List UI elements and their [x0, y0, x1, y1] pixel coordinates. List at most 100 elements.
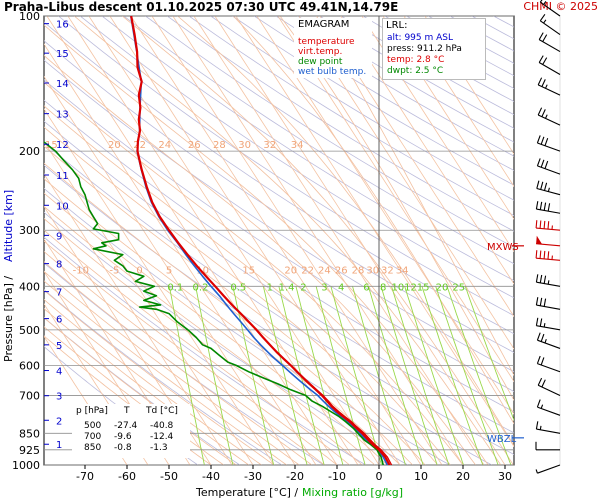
wind-barb-feather — [535, 201, 539, 210]
wind-barb-feather — [539, 0, 543, 3]
wind-barb-feather — [540, 159, 545, 168]
skew-isotherm — [361, 16, 514, 253]
wind-barb-feather — [539, 220, 542, 229]
pressure-tick-label: 700 — [19, 389, 40, 402]
dry-adiabat — [210, 16, 514, 201]
wind-barb-feather — [539, 201, 543, 210]
isotherm-label: 30 — [238, 140, 251, 151]
wind-barb-feather — [544, 160, 549, 169]
level-marker-label: WBZL — [487, 434, 517, 445]
skew-isotherm — [298, 16, 514, 350]
wind-barb-half-feather — [543, 0, 547, 5]
isotherm-label: 22 — [301, 265, 314, 276]
wind-barb-feather — [541, 109, 546, 117]
altitude-tick-label: 8 — [56, 260, 62, 271]
pressure-tick-label: 400 — [19, 280, 40, 293]
wind-barb-half-feather — [543, 19, 547, 24]
wind-barb-feather — [543, 182, 548, 191]
dry-adiabat — [44, 59, 514, 373]
table-header-p: p [hPa] — [76, 406, 108, 416]
altitude-tick-label: 6 — [56, 315, 62, 326]
pressure-tick-label: 200 — [19, 145, 40, 158]
altitude-axis: 16 15 14 13 12 11 10 9 8 7 6 5 4 3 2 1 — [44, 20, 69, 451]
wind-barb-feather — [539, 13, 546, 22]
altitude-tick-label: 7 — [56, 288, 62, 299]
mixing-ratio-label: 3 — [321, 283, 327, 294]
mixing-ratio-label: 10 — [392, 283, 405, 294]
isotherm-label: 26 — [335, 265, 348, 276]
wind-barb-half-feather — [539, 425, 542, 430]
level-table: p [hPa] T Td [°C] 500 -27.4 -40.8 700 -9… — [72, 404, 190, 458]
wind-barb-shaft — [537, 363, 561, 373]
mixing-ratio-label: 6 — [363, 283, 369, 294]
dry-adiabat — [44, 21, 514, 335]
table-row-p: 850 — [84, 443, 102, 453]
wind-barb-half-feather — [544, 339, 547, 344]
wind-barb-feather — [543, 220, 546, 229]
dry-adiabat — [188, 16, 514, 217]
wind-barb-shaft — [537, 142, 561, 152]
wind-barb-half-feather — [543, 323, 546, 328]
moist-adiabat — [279, 16, 514, 401]
series-temperature-line — [130, 16, 391, 465]
wind-barb-shaft — [538, 39, 561, 53]
level-marker-label: MXWS — [487, 242, 519, 253]
moist-adiabat — [44, 162, 413, 465]
series-dew-point-line — [44, 140, 384, 465]
chart-title: Praha-Libus descent 01.10.2025 07:30 UTC… — [4, 0, 399, 14]
temperature-tick-label: -70 — [76, 470, 94, 483]
isotherm-label: 22 — [133, 140, 146, 151]
dry-adiabat — [537, 16, 600, 465]
wind-barb-feather — [543, 202, 547, 211]
isotherm-label: 26 — [188, 140, 201, 151]
moist-adiabat — [44, 326, 224, 465]
wind-barb-column — [535, 0, 561, 474]
mixing-ratio-label: 12 — [404, 283, 417, 294]
moist-adiabat — [44, 308, 250, 465]
wind-barb-feather — [539, 250, 542, 259]
temperature-tick-label: 0 — [376, 470, 383, 483]
wind-barb-feather — [535, 250, 538, 259]
isotherm-label: 20 — [108, 140, 121, 151]
temperature-tick-label: -30 — [244, 470, 262, 483]
legend-wet-bulb: wet bulb temp. — [298, 67, 367, 77]
altitude-tick-label: 4 — [56, 367, 62, 378]
pressure-tick-label: 600 — [19, 359, 40, 372]
wind-barb-feather — [536, 180, 540, 189]
lrl-altitude: alt: 995 m ASL — [387, 33, 453, 43]
pressure-tick-label: 925 — [19, 444, 40, 457]
isotherm-label: -10 — [73, 265, 89, 276]
isotherm-label: 24 — [318, 265, 331, 276]
wind-barb-feather — [535, 317, 539, 326]
mixing-ratio-label: 1 — [267, 283, 273, 294]
skew-isotherm — [277, 16, 514, 383]
mixing-ratio-label: 0.1 — [167, 283, 183, 294]
mixing-ratio-label: 8 — [380, 283, 386, 294]
wind-barb-feather — [536, 158, 541, 167]
mixing-ratio-label: 20 — [436, 283, 449, 294]
wind-barb-feather — [542, 34, 548, 42]
altitude-tick-label: 15 — [56, 49, 69, 60]
isotherm-label: 28 — [352, 265, 365, 276]
pressure-tick-label: 100 — [19, 10, 40, 23]
dry-adiabat — [44, 79, 514, 392]
moist-adiabat — [44, 299, 262, 465]
isotherm-label: 34 — [396, 265, 409, 276]
temperature-tick-label: -20 — [286, 470, 304, 483]
table-header-t: T — [124, 406, 130, 416]
wind-barb-shaft — [537, 84, 561, 96]
skew-isotherm — [340, 16, 514, 285]
dry-adiabat — [123, 16, 514, 265]
y-axis-label: Pressure [hPa] / — [2, 276, 15, 362]
wind-barb-half-feather — [545, 114, 548, 119]
dry-adiabat — [101, 16, 514, 282]
pressure-tick-label: 500 — [19, 324, 40, 337]
wind-barb-shaft — [536, 257, 561, 261]
dry-adiabat — [145, 16, 514, 248]
wind-barb-shaft — [538, 62, 561, 75]
wind-barb-feather — [536, 399, 541, 408]
table-header-td: Td [°C] — [146, 406, 178, 416]
lrl-temperature: temp: 2.8 °C — [387, 55, 445, 65]
wind-barb-feather — [547, 221, 550, 230]
